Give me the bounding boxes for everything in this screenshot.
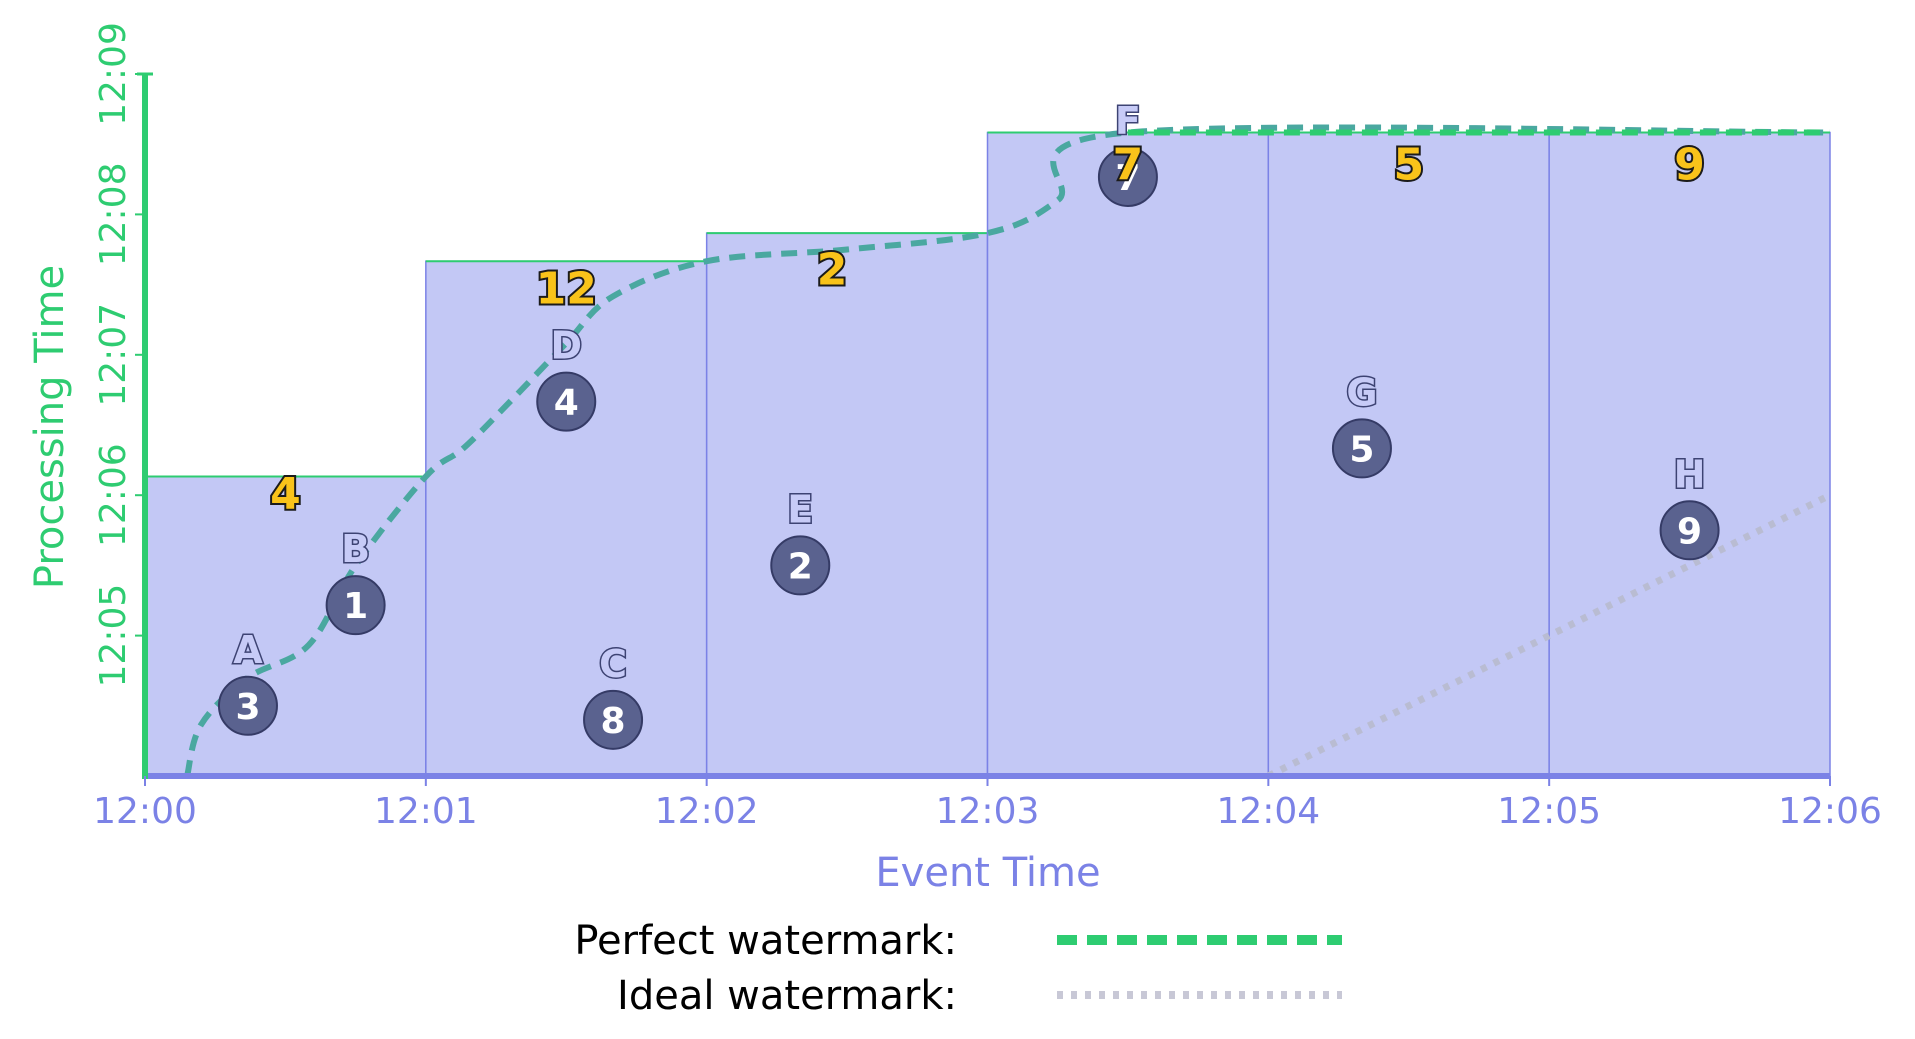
ideal-watermark-layer <box>1266 492 1832 780</box>
x-tick-label: 12:04 <box>1216 791 1320 832</box>
data-point-value: 7 <box>1115 158 1140 199</box>
data-point-letter: E <box>787 487 813 531</box>
x-tick-label: 12:06 <box>1778 791 1882 832</box>
data-point-c <box>583 689 644 750</box>
perfect-watermark-curve <box>184 124 1831 777</box>
x-tick-label: 12:00 <box>93 791 197 832</box>
window-pane-3 <box>705 232 989 777</box>
data-point-value: 1 <box>343 586 368 627</box>
y-tick-label: 12:08 <box>93 163 134 267</box>
data-point-letter: H <box>1674 452 1706 496</box>
window-sums-layer: 4 12 2 7 5 9 <box>268 137 1707 522</box>
data-point-f <box>1097 146 1158 207</box>
perfect-watermark-layer <box>184 124 1831 777</box>
legend-label: Perfect watermark: <box>574 918 957 964</box>
legend: Perfect watermark: Ideal watermark: <box>574 918 1342 1019</box>
legend-label: Ideal watermark: <box>617 973 957 1019</box>
window-sum-3: 2 <box>817 245 848 296</box>
data-point-letter: B <box>341 527 370 571</box>
data-point-letter: A <box>233 628 263 672</box>
x-tick-label: 12:02 <box>655 791 759 832</box>
data-point-value: 8 <box>601 701 626 742</box>
window-pane-4 <box>986 131 1270 777</box>
x-tick-label: 12:01 <box>374 791 478 832</box>
window-sum-4: 7 <box>1113 139 1144 190</box>
data-point-value: 2 <box>788 546 813 587</box>
window-sum-1: 4 <box>270 469 301 520</box>
window-pane-6 <box>1548 131 1831 777</box>
data-point-value: 9 <box>1677 511 1702 552</box>
data-point-h <box>1659 500 1720 561</box>
data-point-b <box>325 575 386 636</box>
y-axis-label: Processing Time <box>27 265 73 589</box>
data-point-letter: D <box>550 324 582 368</box>
data-point-a <box>217 675 278 736</box>
window-sum-2: 12 <box>536 263 597 314</box>
data-point-letter: G <box>1346 370 1377 414</box>
x-tick-label: 12:03 <box>936 791 1040 832</box>
data-point-letter: F <box>1115 99 1141 143</box>
window-pane-1 <box>144 475 427 777</box>
axes-layer: 12:00 12:01 12:02 12:03 12:04 12:05 12:06 12:05… <box>93 22 1882 832</box>
window-sum-5: 5 <box>1393 139 1424 190</box>
ideal-watermark-line <box>1266 492 1832 780</box>
data-point-value: 3 <box>235 687 260 728</box>
y-tick-label: 12:06 <box>93 443 134 547</box>
data-point-g <box>1331 418 1392 479</box>
data-point-e <box>770 535 831 596</box>
y-tick-label: 12:07 <box>93 303 134 407</box>
x-axis-label: Event Time <box>875 850 1100 896</box>
window-pane-5 <box>1267 131 1550 777</box>
y-tick-label: 12:09 <box>93 22 134 126</box>
data-point-value: 4 <box>554 383 579 424</box>
y-tick-label: 12:05 <box>93 584 134 688</box>
x-tick-label: 12:05 <box>1497 791 1601 832</box>
data-point-letter: C <box>599 642 627 686</box>
windows-layer <box>144 131 1831 777</box>
data-point-d <box>536 371 597 432</box>
window-sum-6: 9 <box>1674 139 1705 190</box>
data-point-value: 5 <box>1349 429 1374 470</box>
